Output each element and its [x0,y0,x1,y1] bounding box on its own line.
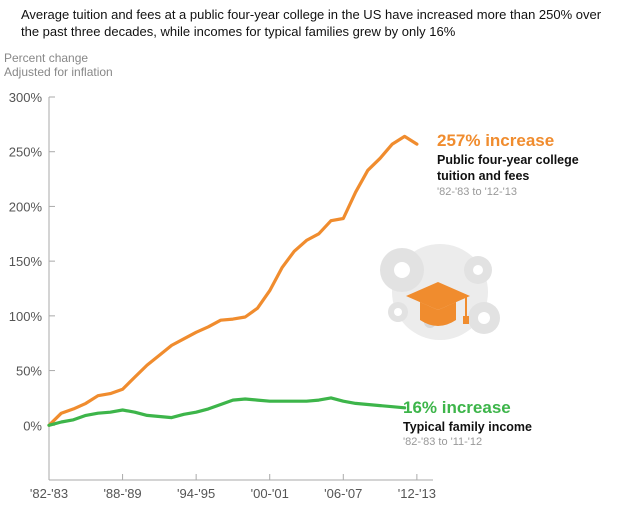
annotation-income-range: '82-'83 to '11-'12 [403,436,482,448]
annotation-tuition-range: '82-'83 to '12-'13 [437,186,517,198]
annotation-income-increase: 16% increase [403,398,511,417]
y-tick-label: 0% [23,418,42,433]
x-tick-label: '12-'13 [398,486,436,501]
y-tick-label: 200% [9,199,43,214]
annotation-tuition-label-line2: tuition and fees [437,169,529,183]
y-tick-label: 300% [9,90,43,105]
series-line-income [47,396,407,427]
graduation-cap-icon [380,244,500,340]
annotation-tuition-increase: 257% increase [437,131,554,150]
x-tick-label: '00-'01 [251,486,289,501]
x-tick-label: '88-'89 [103,486,141,501]
y-axis-title-line2: Adjusted for inflation [4,65,113,79]
x-tick-label: '82-'83 [30,486,68,501]
x-tick-label: '06-'07 [324,486,362,501]
y-tick-label: 250% [9,145,43,160]
y-tick-label: 100% [9,309,43,324]
annotation-tuition-label-line1: Public four-year college [437,153,579,167]
y-tick-label: 50% [16,364,42,379]
series-line-tuition [47,134,419,427]
x-tick-label: '94-'95 [177,486,215,501]
chart-headline: Average tuition and fees at a public fou… [21,7,602,39]
annotation-income-label: Typical family income [403,420,532,434]
y-tick-label: 150% [9,254,43,269]
y-axis-title-line1: Percent change [4,51,88,65]
